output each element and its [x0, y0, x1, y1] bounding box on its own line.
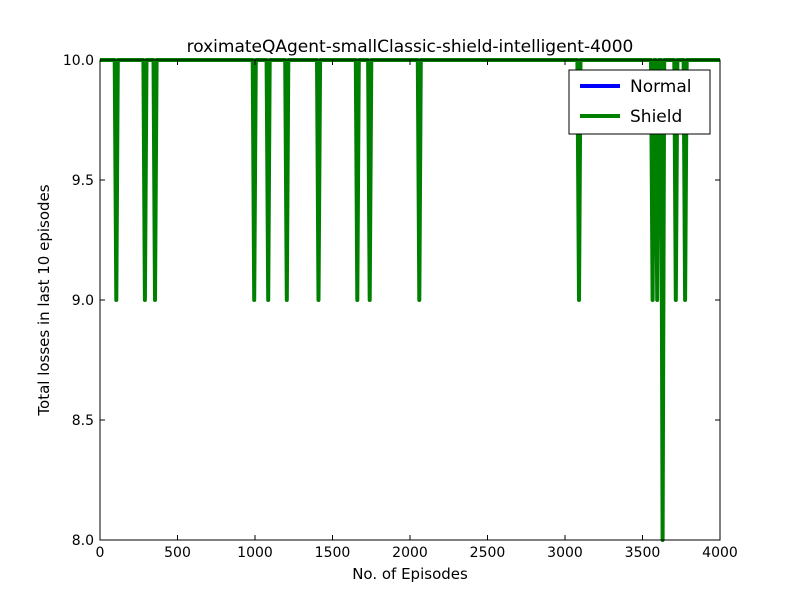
x-tick-label: 1500 [315, 545, 351, 561]
x-tick-label: 1000 [237, 545, 273, 561]
x-tick-label: 3000 [547, 545, 583, 561]
x-axis-label: No. of Episodes [352, 565, 468, 583]
y-tick-label: 9.0 [72, 293, 94, 309]
y-tick-label: 9.5 [72, 173, 94, 189]
x-tick-label: 0 [96, 545, 105, 561]
chart-title: roximateQAgent-smallClassic-shield-intel… [187, 37, 634, 57]
plot-area [100, 60, 720, 540]
y-tick-label: 8.5 [72, 413, 94, 429]
legend: Normal Shield [568, 69, 711, 135]
legend-box [568, 69, 711, 135]
legend-label-shield: Shield [630, 107, 682, 127]
y-tick-label: 8.0 [72, 533, 94, 549]
x-tick-label: 500 [164, 545, 191, 561]
x-tick-label: 2000 [392, 545, 428, 561]
x-tick-label: 4000 [702, 545, 738, 561]
y-axis-label: Total losses in last 10 episodes [35, 184, 53, 416]
x-tick-label: 3500 [625, 545, 661, 561]
x-tick-label: 2500 [470, 545, 506, 561]
legend-label-normal: Normal [630, 77, 692, 97]
tick-layer: 0 500 1000 1500 2000 2500 3000 3500 4000 8.0 8.5 9.… [63, 53, 738, 561]
y-tick-label: 10.0 [63, 53, 94, 69]
